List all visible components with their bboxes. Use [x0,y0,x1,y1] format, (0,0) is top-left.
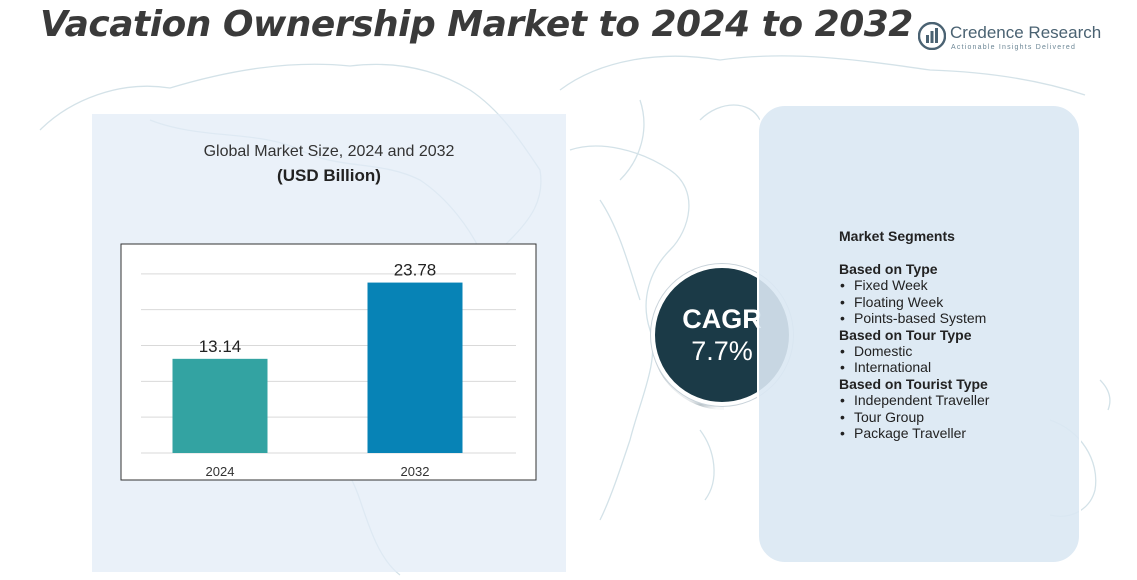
segment-group-title: Based on Tourist Type [839,375,988,392]
x-tick-label-2024: 2024 [206,464,235,479]
segment-item: Points-based System [839,310,1079,327]
segment-item: International [839,359,1079,376]
cagr-label: CAGR [682,304,762,334]
data-label-2032: 23.78 [394,261,437,280]
brand-name: Credence Research [950,23,1102,42]
bar-chart-logo-icon [918,22,946,50]
segment-item: Floating Week [839,294,1079,311]
chart-title: Global Market Size, 2024 and 2032 [203,143,455,160]
segment-item: Domestic [839,343,1079,360]
segment-group-title: Based on Tour Type [839,326,972,343]
data-label-2024: 13.14 [199,337,242,356]
segment-group-title: Based on Type [839,261,938,277]
chart-unit: (USD Billion) [277,166,381,185]
bar-2024 [172,358,268,453]
segment-item: Tour Group [839,409,1079,426]
page-title: Vacation Ownership Market to 2024 to 203… [40,4,913,45]
market-segments: Market Segments Based on Type Fixed Week… [839,228,1079,442]
segments-heading: Market Segments [839,228,955,244]
segment-item: Package Traveller [839,425,1079,442]
segment-item: Independent Traveller [839,392,1079,409]
x-tick-label-2032: 2032 [401,464,430,479]
segment-item: Fixed Week [839,277,1079,294]
bar-2032 [367,282,463,453]
brand-tagline: Actionable Insights Delivered [951,44,1077,51]
cagr-value: 7.7% [691,336,753,366]
segments-panel [757,104,1081,564]
brand-logo[interactable]: Credence Research Actionable Insights De… [918,22,1118,56]
